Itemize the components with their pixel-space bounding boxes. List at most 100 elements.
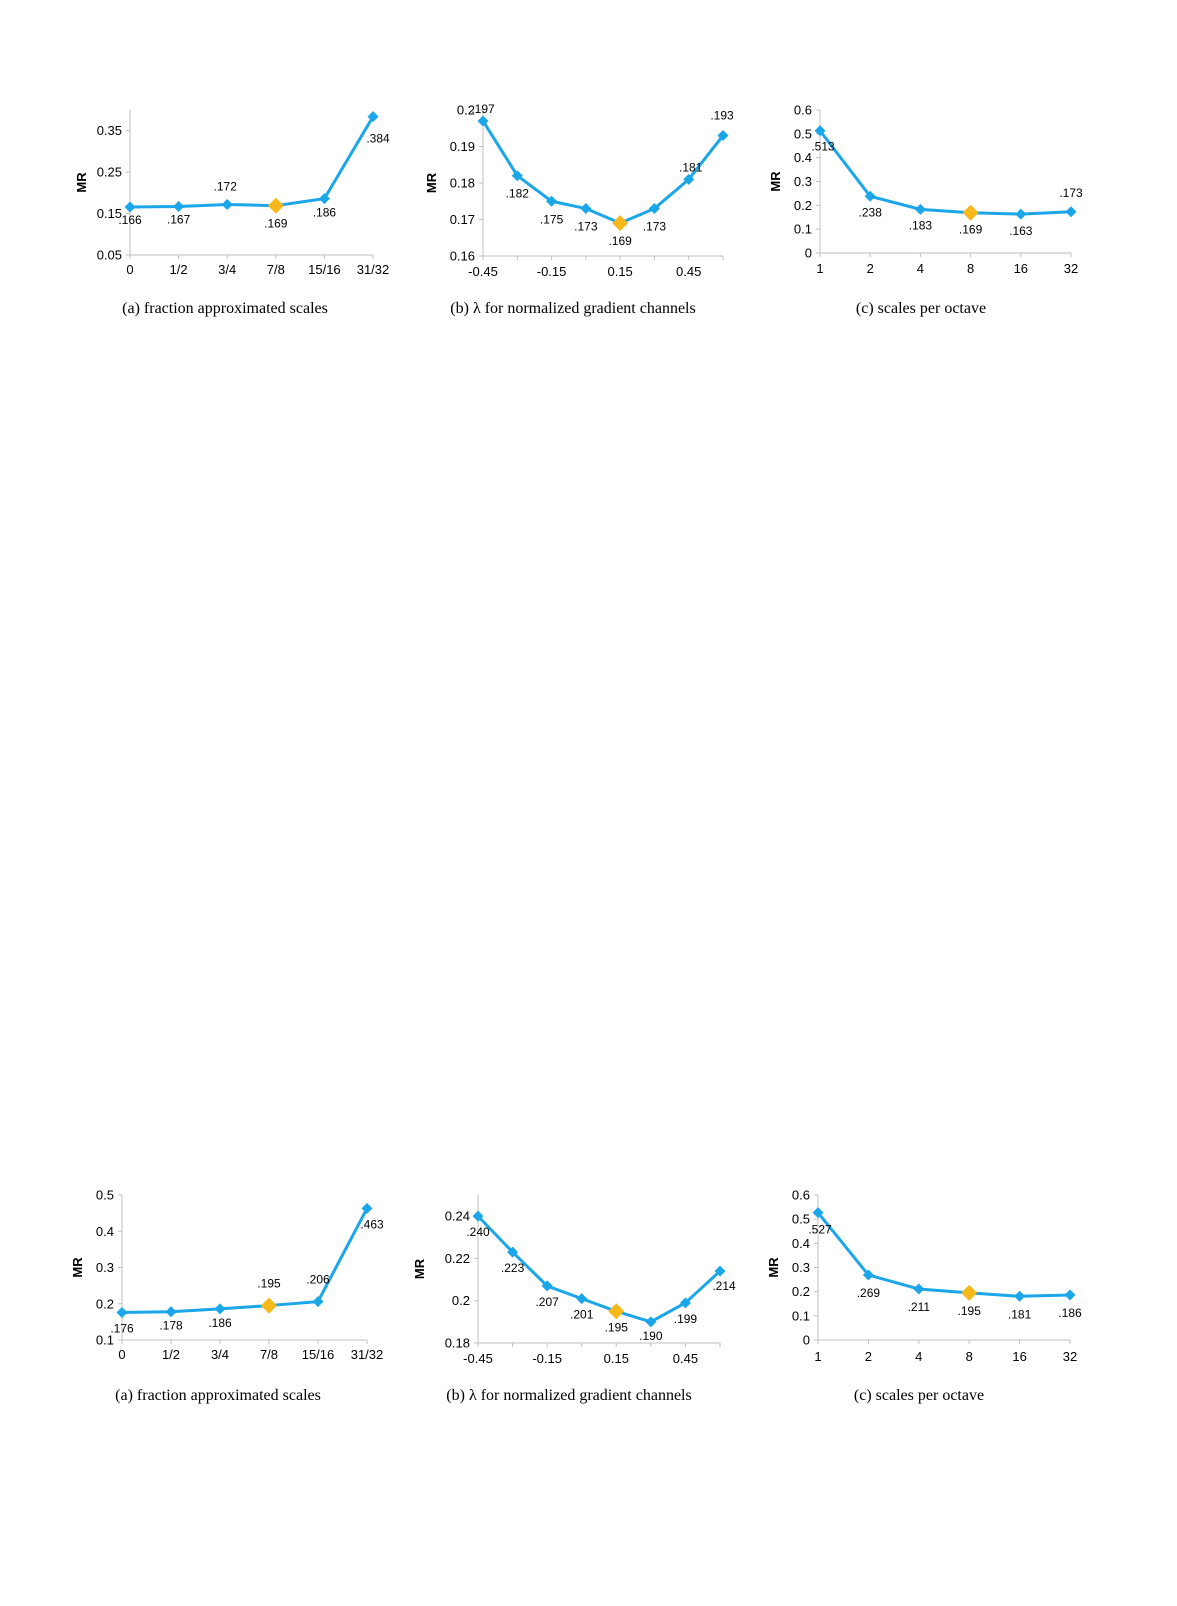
chart-caption: (a) fraction approximated scales bbox=[115, 1387, 321, 1404]
x-tick-label: -0.45 bbox=[463, 1351, 493, 1366]
data-point-marker bbox=[914, 203, 926, 215]
data-label: .238 bbox=[859, 205, 883, 219]
x-tick-label: 16 bbox=[1014, 261, 1028, 276]
x-tick-label: 3/4 bbox=[218, 262, 236, 277]
y-tick-label: 0.1 bbox=[792, 1308, 810, 1323]
data-label: .193 bbox=[710, 109, 734, 123]
data-label: .167 bbox=[167, 213, 191, 227]
data-point-marker bbox=[1014, 1290, 1026, 1302]
x-tick-label: 15/16 bbox=[302, 1347, 335, 1362]
data-point-marker bbox=[367, 111, 379, 123]
y-tick-label: 0.4 bbox=[794, 150, 812, 165]
x-tick-label: 4 bbox=[915, 1349, 922, 1364]
highlight-point-marker bbox=[608, 1303, 625, 1320]
data-label: .195 bbox=[257, 1277, 281, 1291]
data-point-marker bbox=[546, 195, 558, 207]
series-line bbox=[129, 115, 375, 209]
x-tick-label: -0.45 bbox=[468, 264, 498, 279]
data-point-marker bbox=[165, 1306, 177, 1318]
x-tick-label: 1 bbox=[816, 261, 823, 276]
x-tick-label: 31/32 bbox=[357, 262, 390, 277]
y-tick-label: 0.25 bbox=[97, 165, 122, 180]
y-tick-label: 0.18 bbox=[450, 176, 475, 191]
data-point-marker bbox=[648, 203, 660, 215]
data-label: .211 bbox=[908, 1300, 931, 1314]
data-label: .195 bbox=[958, 1304, 982, 1318]
y-tick-label: 0.3 bbox=[794, 174, 812, 189]
x-tick-label: 0 bbox=[118, 1347, 125, 1362]
data-point-marker bbox=[1064, 1289, 1076, 1301]
data-label: .166 bbox=[118, 213, 142, 227]
y-axis-label: MR bbox=[412, 1258, 427, 1279]
y-tick-label: 0.5 bbox=[794, 126, 812, 141]
data-label: .182 bbox=[506, 187, 530, 201]
data-label: .181 bbox=[1008, 1307, 1032, 1321]
data-label: .190 bbox=[639, 1329, 663, 1343]
y-axis-label: MR bbox=[766, 1257, 781, 1278]
x-tick-label: 7/8 bbox=[260, 1347, 278, 1362]
y-axis-label: MR bbox=[70, 1257, 85, 1278]
data-label: .195 bbox=[605, 1320, 629, 1334]
data-point-marker bbox=[862, 1269, 874, 1281]
data-point-marker bbox=[812, 1207, 824, 1219]
y-tick-label: 0.3 bbox=[96, 1260, 114, 1275]
x-tick-label: 32 bbox=[1063, 1349, 1077, 1364]
x-tick-label: 0.15 bbox=[604, 1351, 629, 1366]
series-line bbox=[476, 1215, 722, 1324]
x-tick-label: 2 bbox=[865, 1349, 872, 1364]
y-tick-label: 0.35 bbox=[97, 123, 122, 138]
data-label: .186 bbox=[1058, 1306, 1082, 1320]
data-label: .223 bbox=[501, 1261, 525, 1275]
y-axis-label: MR bbox=[74, 172, 89, 193]
highlight-point-marker bbox=[267, 197, 284, 214]
x-tick-label: 1/2 bbox=[162, 1347, 180, 1362]
y-tick-label: 0.24 bbox=[445, 1209, 470, 1224]
data-label: .199 bbox=[674, 1312, 698, 1326]
series-line bbox=[818, 129, 1072, 216]
data-point-marker bbox=[472, 1210, 484, 1222]
data-label: .201 bbox=[570, 1308, 594, 1322]
data-point-marker bbox=[814, 125, 826, 137]
data-label: .186 bbox=[208, 1316, 232, 1330]
y-tick-label: 0.2 bbox=[96, 1296, 114, 1311]
x-tick-label: 0.45 bbox=[673, 1351, 698, 1366]
y-tick-label: 0.19 bbox=[450, 139, 475, 154]
series-line bbox=[121, 1207, 369, 1314]
x-tick-label: 0.45 bbox=[676, 264, 701, 279]
data-point-marker bbox=[864, 190, 876, 202]
data-point-marker bbox=[124, 201, 136, 213]
data-label: .513 bbox=[811, 140, 835, 154]
series-line bbox=[481, 120, 725, 225]
x-tick-label: 0 bbox=[126, 262, 133, 277]
data-label: .173 bbox=[1059, 186, 1083, 200]
data-point-marker bbox=[116, 1306, 128, 1318]
data-label: .214 bbox=[712, 1279, 736, 1293]
x-tick-label: 0.15 bbox=[607, 264, 632, 279]
data-label: .169 bbox=[959, 223, 983, 237]
data-label: .206 bbox=[306, 1273, 330, 1287]
y-tick-label: 0.6 bbox=[792, 1188, 810, 1203]
data-label: .178 bbox=[159, 1319, 183, 1333]
y-axis-label: MR bbox=[424, 172, 439, 193]
data-label: .240 bbox=[466, 1225, 490, 1239]
x-tick-label: 7/8 bbox=[267, 262, 285, 277]
y-tick-label: 0.3 bbox=[792, 1260, 810, 1275]
data-label: .169 bbox=[608, 234, 632, 248]
x-tick-label: 8 bbox=[967, 261, 974, 276]
y-tick-label: 0.6 bbox=[794, 103, 812, 118]
data-point-marker bbox=[717, 130, 729, 142]
x-tick-label: 32 bbox=[1064, 261, 1078, 276]
data-point-marker bbox=[1065, 206, 1077, 218]
y-tick-label: 0.16 bbox=[450, 249, 475, 264]
y-tick-label: 0.1 bbox=[794, 222, 812, 237]
data-label: .269 bbox=[857, 1286, 881, 1300]
x-tick-label: 3/4 bbox=[211, 1347, 229, 1362]
data-point-marker bbox=[541, 1280, 553, 1292]
highlight-point-marker bbox=[261, 1297, 277, 1314]
data-point-marker bbox=[173, 201, 185, 213]
series-line bbox=[816, 1211, 1071, 1298]
x-tick-label: 1 bbox=[814, 1349, 821, 1364]
y-tick-label: 0.4 bbox=[96, 1224, 114, 1239]
x-tick-label: 31/32 bbox=[351, 1347, 384, 1362]
